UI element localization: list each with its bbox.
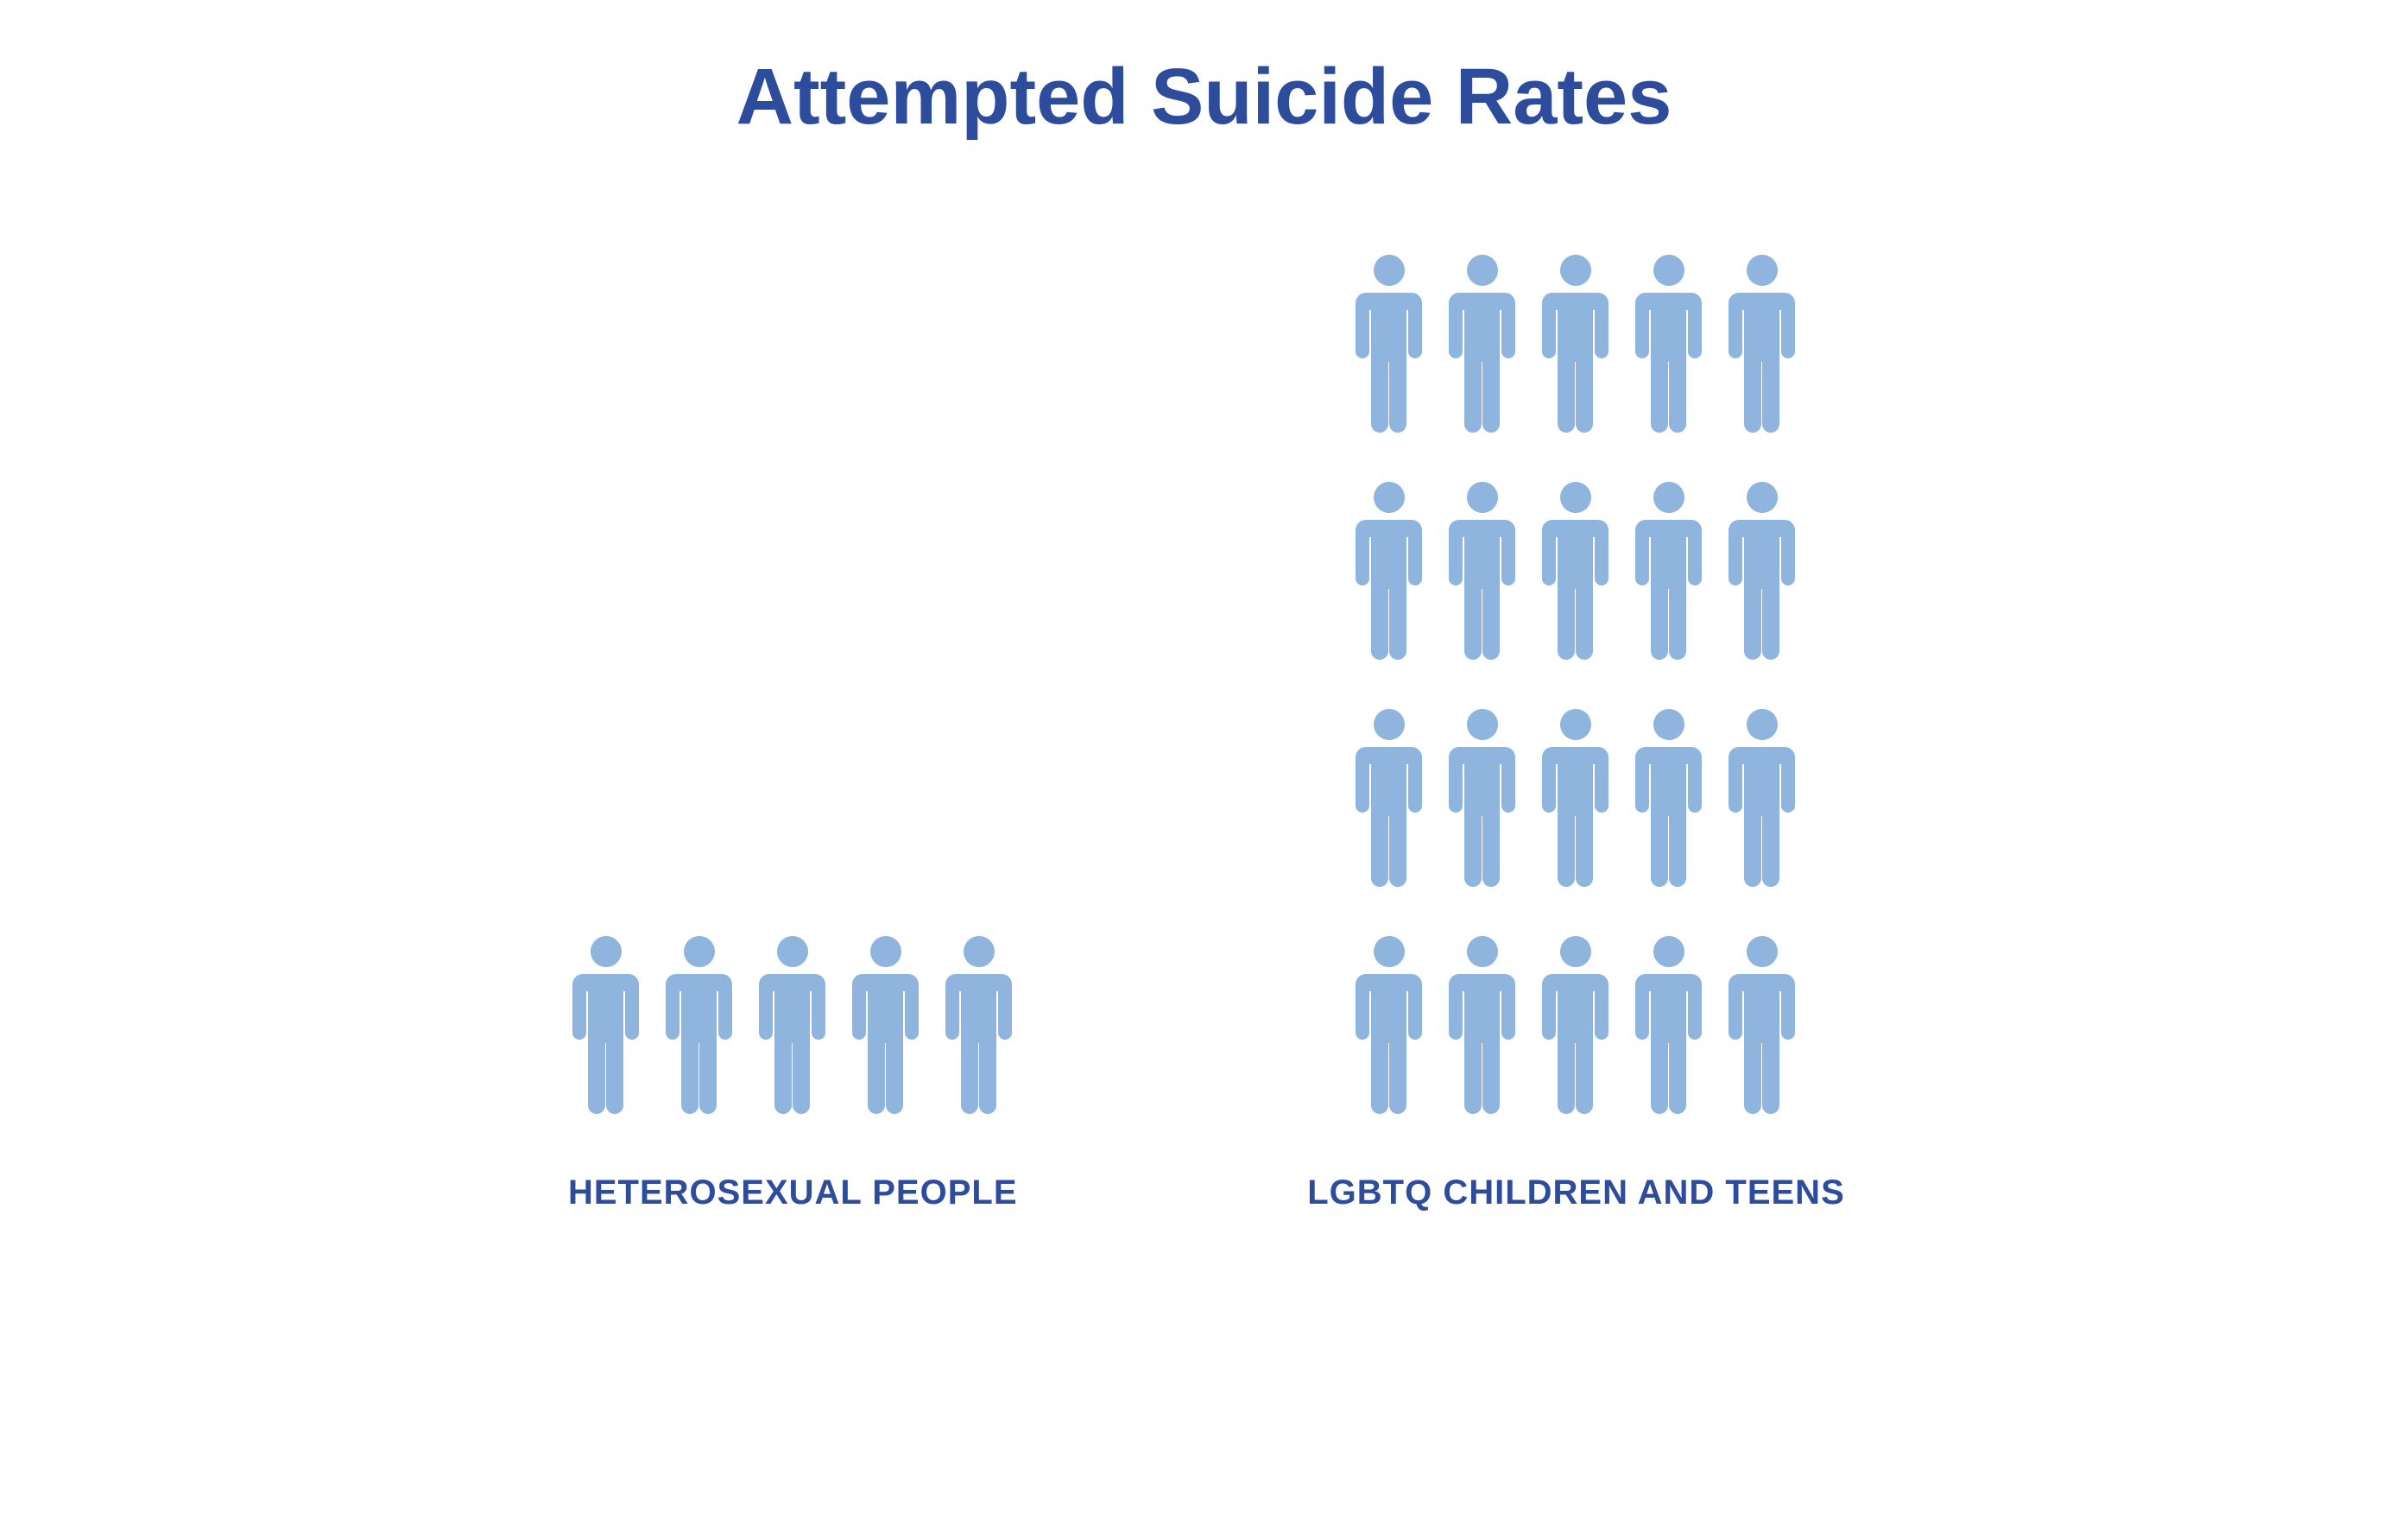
person-icon xyxy=(1439,936,1526,1122)
person-icon xyxy=(1439,709,1526,895)
person-icon xyxy=(749,936,836,1122)
person-icon xyxy=(1533,709,1619,895)
chart-title: Attempted Suicide Rates xyxy=(35,52,2373,142)
person-icon xyxy=(1346,709,1432,895)
pictogram-row xyxy=(1346,482,1805,667)
pictogram-row xyxy=(1346,936,1805,1122)
person-icon xyxy=(1533,936,1619,1122)
column-label: LGBTQ CHILDREN AND TEENS xyxy=(1307,1174,1845,1212)
person-icon xyxy=(1346,936,1432,1122)
column-label: HETEROSEXUAL PEOPLE xyxy=(568,1174,1018,1212)
pictogram-group xyxy=(563,936,1022,1122)
person-icon xyxy=(1626,482,1712,667)
person-icon xyxy=(1439,482,1526,667)
person-icon xyxy=(1626,255,1712,440)
person-icon xyxy=(1719,255,1805,440)
person-icon xyxy=(1719,482,1805,667)
person-icon xyxy=(843,936,929,1122)
person-icon xyxy=(1626,936,1712,1122)
pictogram-row xyxy=(563,936,1022,1122)
pictogram-column: HETEROSEXUAL PEOPLE xyxy=(563,936,1022,1212)
chart-area: HETEROSEXUAL PEOPLE LGBTQ CHILDREN AND TE… xyxy=(35,255,2373,1212)
pictogram-row xyxy=(1346,255,1805,440)
person-icon xyxy=(1533,482,1619,667)
person-icon xyxy=(1719,709,1805,895)
person-icon xyxy=(1719,936,1805,1122)
pictogram-group xyxy=(1346,255,1805,1122)
pictogram-column: LGBTQ CHILDREN AND TEENS xyxy=(1307,255,1845,1212)
person-icon xyxy=(1346,482,1432,667)
person-icon xyxy=(1626,709,1712,895)
person-icon xyxy=(563,936,649,1122)
person-icon xyxy=(1346,255,1432,440)
person-icon xyxy=(656,936,743,1122)
person-icon xyxy=(1439,255,1526,440)
person-icon xyxy=(936,936,1022,1122)
person-icon xyxy=(1533,255,1619,440)
pictogram-row xyxy=(1346,709,1805,895)
